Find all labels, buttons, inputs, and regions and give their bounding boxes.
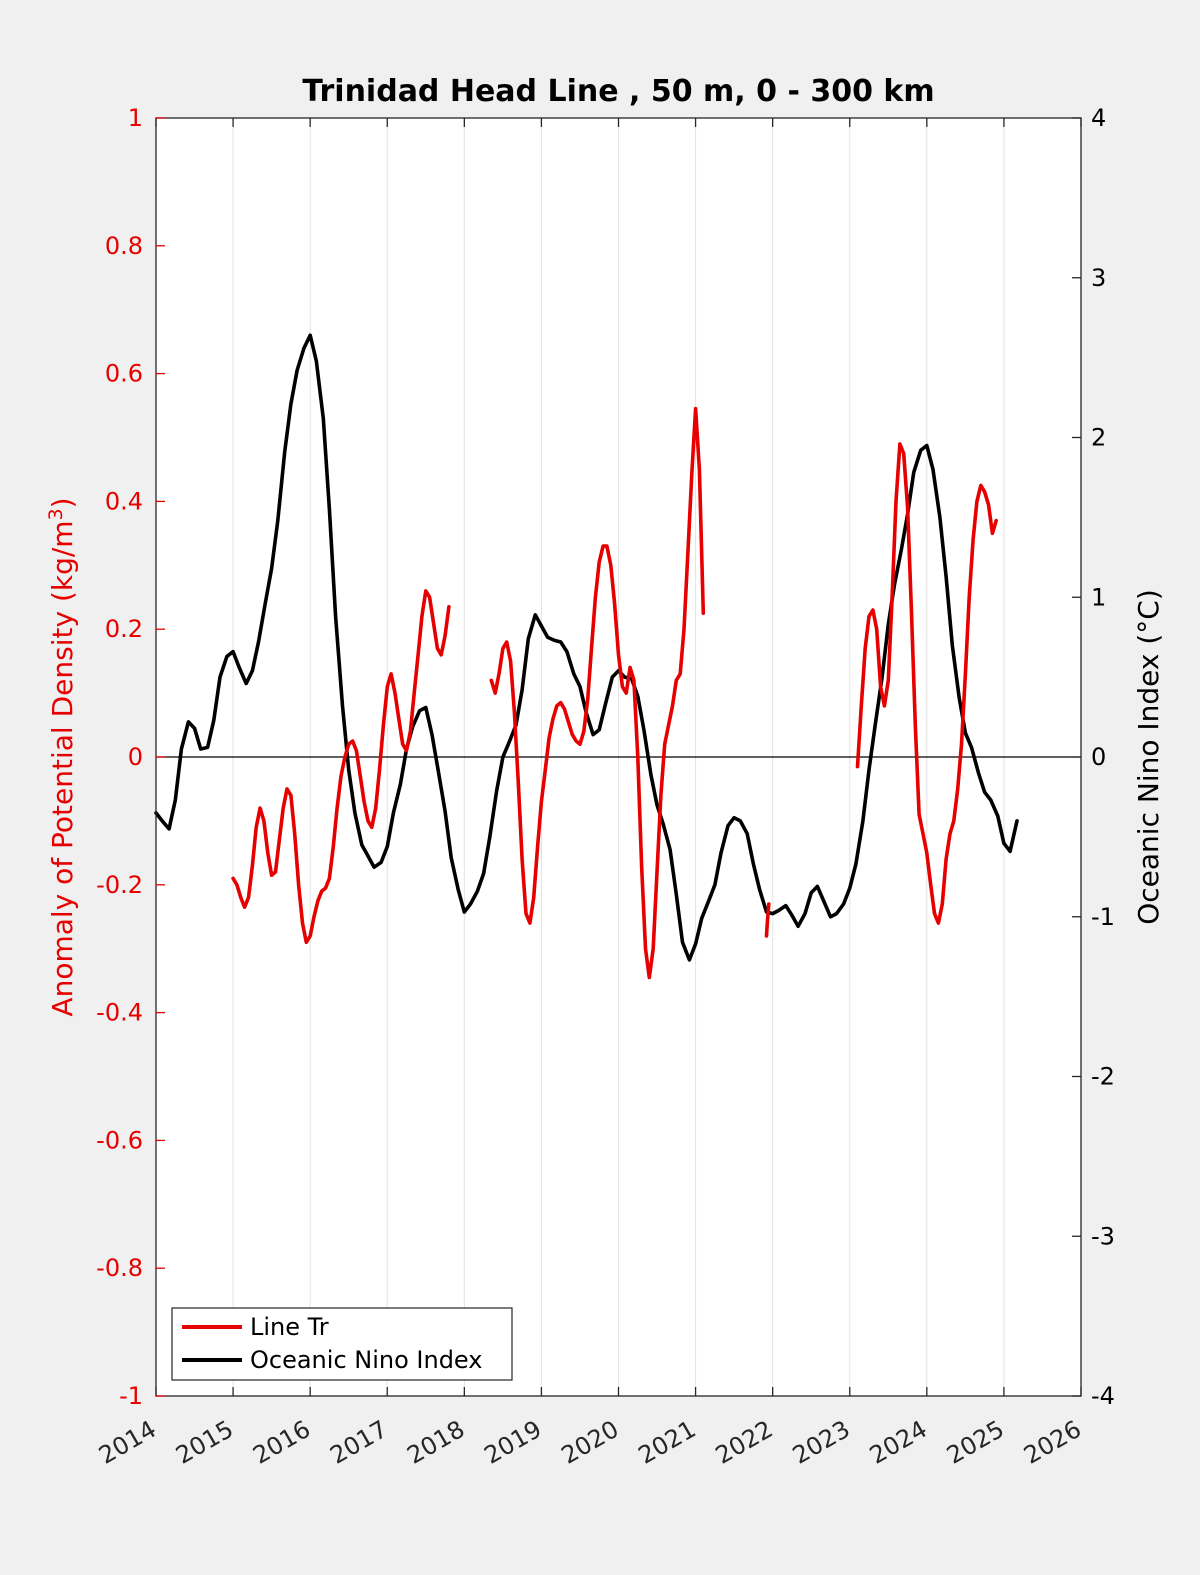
- legend: Line Tr Oceanic Nino Index: [171, 1307, 513, 1381]
- y-left-tick-label-0: 0: [128, 743, 143, 771]
- series-line-tr-segment-0: [231, 589, 451, 945]
- y-right-tick-label-3: 3: [1091, 264, 1106, 292]
- y-left-tick-label--0.8: -0.8: [96, 1254, 143, 1282]
- y-right-tick-label-0: 0: [1091, 743, 1106, 771]
- legend-label-oceanic-nino-index: Oceanic Nino Index: [250, 1346, 482, 1374]
- y-left-tick-label--0.4: -0.4: [96, 999, 143, 1027]
- legend-label-line-tr: Line Tr: [250, 1313, 329, 1341]
- y-axis-left-label-end: ): [46, 497, 79, 508]
- y-right-tick-label-2: 2: [1091, 424, 1106, 452]
- series-line-tr-segment-3: [855, 442, 998, 925]
- y-right-tick-label-4: 4: [1091, 104, 1106, 132]
- series-line-tr-segment-1: [489, 406, 706, 980]
- y-left-tick-label-0.6: 0.6: [105, 360, 143, 388]
- chart-title: Trinidad Head Line , 50 m, 0 - 300 km: [302, 74, 934, 109]
- y-left-tick-label--0.2: -0.2: [96, 871, 143, 899]
- y-left-tick-label-1: 1: [128, 104, 143, 132]
- y-right-tick-label--1: -1: [1091, 903, 1115, 931]
- y-right-tick-label--2: -2: [1091, 1063, 1115, 1091]
- series-layer: [154, 333, 1019, 980]
- y-right-tick-label--4: -4: [1091, 1382, 1115, 1410]
- y-right-tick-label--3: -3: [1091, 1222, 1115, 1250]
- y-left-tick-label-0.4: 0.4: [105, 487, 143, 515]
- y-axis-left-label: Anomaly of Potential Density (kg/m3): [45, 497, 79, 1016]
- y-left-tick-label--0.6: -0.6: [96, 1126, 143, 1154]
- y-right-tick-label-1: 1: [1091, 583, 1106, 611]
- legend-box: [171, 1307, 513, 1381]
- y-axis-right-label: Oceanic Nino Index (°C): [1132, 589, 1165, 925]
- y-left-tick-label--1: -1: [119, 1382, 143, 1410]
- y-axis-left-label-main: Anomaly of Potential Density (kg/m: [46, 520, 79, 1016]
- y-left-tick-label-0.2: 0.2: [105, 615, 143, 643]
- series-line-tr-segment-2: [764, 902, 771, 938]
- y-axis-left-label-superscript: 3: [45, 508, 67, 520]
- y-left-tick-label-0.8: 0.8: [105, 232, 143, 260]
